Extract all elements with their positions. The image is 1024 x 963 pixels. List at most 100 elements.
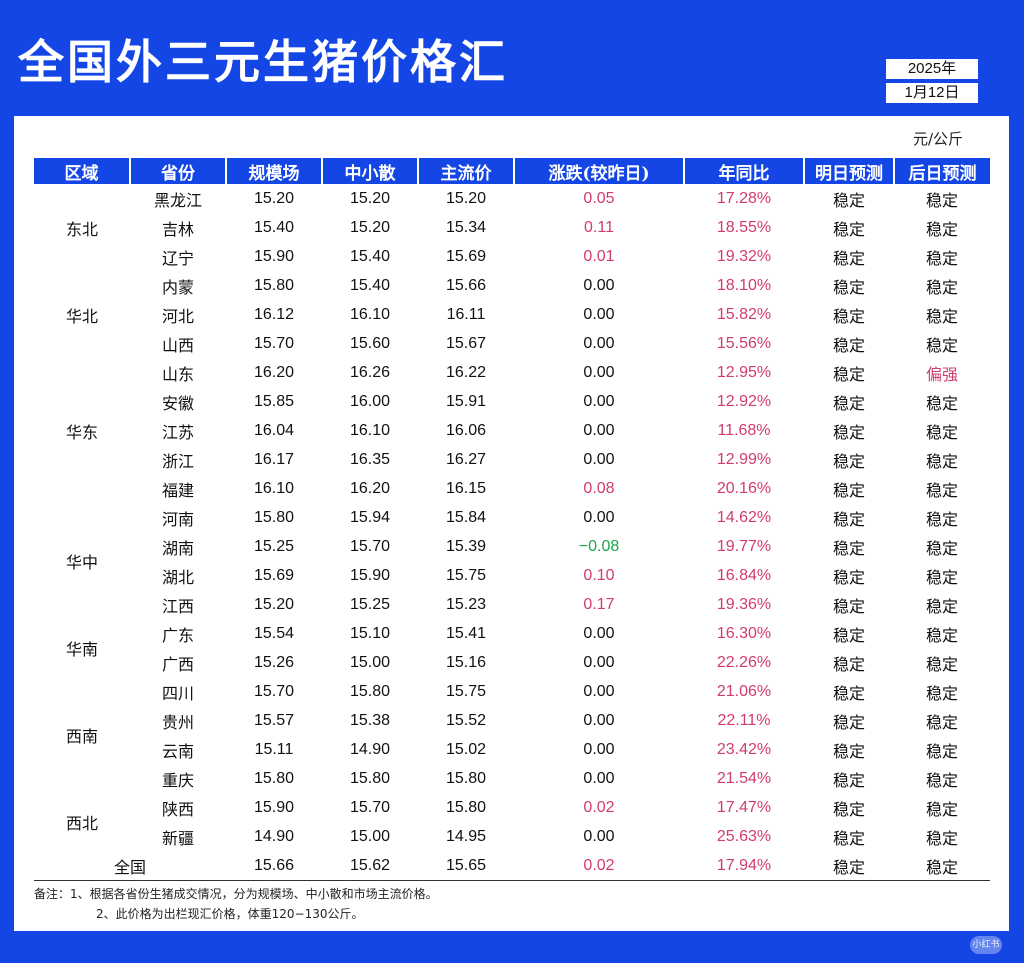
table-row: 山西 15.70 15.60 15.67 0.00 15.56% 稳定 稳定 <box>34 329 990 358</box>
change-cell: 0.10 <box>583 566 615 584</box>
large-farm-price: 14.90 <box>253 827 295 845</box>
small-farm-price: 16.10 <box>349 305 391 323</box>
yoy-cell: 25.63% <box>716 827 772 845</box>
province-cell: 安徽 <box>161 393 194 413</box>
table-row: 重庆 15.80 15.80 15.80 0.00 21.54% 稳定 稳定 <box>34 764 990 793</box>
tomorrow-forecast: 稳定 <box>832 828 865 848</box>
small-farm-price: 15.38 <box>349 711 391 729</box>
tomorrow-forecast: 稳定 <box>832 306 865 326</box>
main-price: 15.20 <box>445 189 487 207</box>
dayafter-forecast: 稳定 <box>925 509 958 529</box>
province-cell: 福建 <box>161 480 194 500</box>
yoy-cell: 18.10% <box>716 276 772 294</box>
table-row: 华东 山东 16.20 16.26 16.22 0.00 12.95% 稳定 偏强 <box>34 358 990 442</box>
tomorrow-forecast: 稳定 <box>832 770 865 790</box>
region-cell: 华东 <box>65 422 98 442</box>
tomorrow-forecast: 稳定 <box>832 393 865 413</box>
total-label: 全国 <box>34 851 226 881</box>
small-farm-price: 16.35 <box>349 450 391 468</box>
note-line-1: 备注：1、根据各省份生猪成交情况，分为规模场、中小散和市场主流价格。 <box>34 887 438 901</box>
tomorrow-forecast: 稳定 <box>832 596 865 616</box>
province-cell: 广东 <box>161 625 194 645</box>
small-farm-price: 15.94 <box>349 508 391 526</box>
change-cell: 0.00 <box>583 653 615 671</box>
yoy-cell: 12.99% <box>716 450 772 468</box>
dayafter-forecast: 稳定 <box>925 799 958 819</box>
table-row: 贵州 15.57 15.38 15.52 0.00 22.11% 稳定 稳定 <box>34 706 990 735</box>
yoy-cell: 22.26% <box>716 653 772 671</box>
table-row: 华中 河南 15.80 15.94 15.84 0.00 14.62% 稳定 稳定 <box>34 503 990 573</box>
change-cell: 0.00 <box>583 508 615 526</box>
small-farm-price: 15.10 <box>349 624 391 642</box>
tomorrow-forecast: 稳定 <box>832 654 865 674</box>
header-large-farm: 规模场 <box>225 158 322 184</box>
header-yoy: 年同比 <box>683 158 804 184</box>
change-cell: 0.00 <box>583 740 615 758</box>
tomorrow-forecast: 稳定 <box>832 683 865 703</box>
change-cell: 0.00 <box>583 421 615 439</box>
province-cell: 重庆 <box>161 770 194 790</box>
dayafter-forecast: 稳定 <box>894 851 990 881</box>
province-cell: 云南 <box>161 741 194 761</box>
large-farm-price: 15.54 <box>253 624 295 642</box>
tomorrow-forecast: 稳定 <box>832 422 865 442</box>
table-row: 云南 15.11 14.90 15.02 0.00 23.42% 稳定 稳定 <box>34 735 990 764</box>
yoy-cell: 15.82% <box>716 305 772 323</box>
province-cell: 江西 <box>161 596 194 616</box>
dayafter-forecast: 稳定 <box>925 654 958 674</box>
region-cell: 西南 <box>65 727 98 746</box>
main-price: 16.22 <box>445 363 487 381</box>
large-farm-price: 15.80 <box>253 769 295 787</box>
yoy-cell: 16.84% <box>716 566 772 584</box>
yoy-cell: 17.47% <box>716 798 772 816</box>
header-small-farm: 中小散 <box>321 158 418 184</box>
large-farm-price: 16.17 <box>253 450 295 468</box>
main-price: 15.39 <box>445 537 487 555</box>
table-row: 华南 广东 15.54 15.10 15.41 0.00 16.30% 稳定 稳定 <box>34 619 990 660</box>
large-farm-price: 15.80 <box>253 276 295 294</box>
dayafter-forecast: 稳定 <box>925 393 958 413</box>
table-row: 东北 黑龙江 15.20 15.20 15.20 0.05 17.28% 稳定 稳定 <box>34 184 990 239</box>
table-row: 福建 16.10 16.20 16.15 0.08 20.16% 稳定 稳定 <box>34 474 990 503</box>
large-farm-price: 15.70 <box>253 334 295 352</box>
large-farm-price: 15.90 <box>253 798 295 816</box>
change-cell: 0.00 <box>583 711 615 729</box>
region-cell: 华中 <box>65 553 98 572</box>
table-row: 广西 15.26 15.00 15.16 0.00 22.26% 稳定 稳定 <box>34 648 990 677</box>
dayafter-forecast: 稳定 <box>925 683 958 703</box>
change-cell: 0.17 <box>583 595 615 613</box>
yoy-cell: 21.06% <box>716 682 772 700</box>
note-line-2: 2、此价格为出栏现汇价格，体重120−130公斤。 <box>96 907 364 921</box>
main-price: 16.11 <box>446 305 486 323</box>
main-price: 15.66 <box>445 276 487 294</box>
main-price: 16.06 <box>445 421 487 439</box>
yoy-cell: 12.92% <box>716 392 772 410</box>
large-farm-price: 16.10 <box>253 479 295 497</box>
main-price: 15.80 <box>445 769 487 787</box>
tomorrow-forecast: 稳定 <box>832 567 865 587</box>
province-cell: 山西 <box>161 335 194 355</box>
small-farm-price: 15.70 <box>349 537 391 555</box>
yoy-cell: 18.55% <box>716 218 772 236</box>
yoy-cell: 14.62% <box>716 508 772 526</box>
dayafter-forecast: 稳定 <box>925 422 958 442</box>
large-farm-price: 15.90 <box>253 247 295 265</box>
change-cell: 0.02 <box>514 851 684 881</box>
table-row: 湖南 15.25 15.70 15.39 −0.08 19.77% 稳定 稳定 <box>34 532 990 561</box>
main-price: 15.75 <box>445 566 487 584</box>
main-price: 15.16 <box>445 653 487 671</box>
region-cell: 西北 <box>65 814 98 833</box>
main-price: 15.80 <box>445 798 487 816</box>
header-region: 区域 <box>34 158 130 184</box>
main-price: 16.27 <box>445 450 487 468</box>
change-cell: 0.00 <box>583 624 615 642</box>
region-cell: 东北 <box>65 219 98 239</box>
province-cell: 湖北 <box>161 567 194 587</box>
tomorrow-forecast: 稳定 <box>832 799 865 819</box>
province-cell: 湖南 <box>161 538 194 558</box>
large-farm-price: 15.20 <box>253 595 295 613</box>
table-row: 新疆 14.90 15.00 14.95 0.00 25.63% 稳定 稳定 <box>34 822 990 851</box>
small-farm-price: 16.00 <box>349 392 391 410</box>
dayafter-forecast: 稳定 <box>925 596 958 616</box>
small-farm-price: 15.70 <box>349 798 391 816</box>
